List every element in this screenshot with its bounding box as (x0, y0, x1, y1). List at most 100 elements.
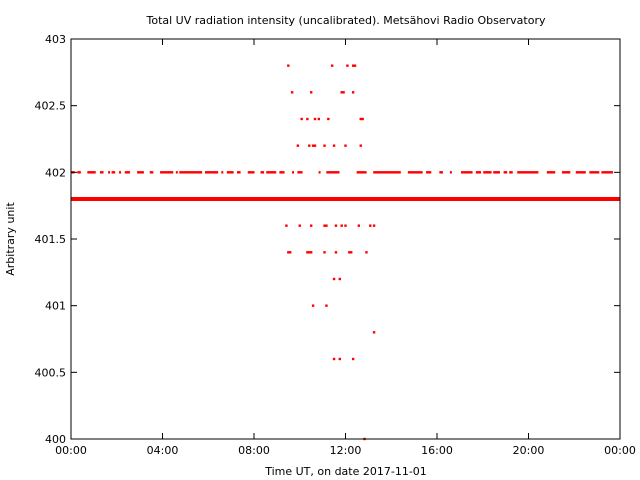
data-point (568, 171, 571, 174)
data-point (340, 224, 343, 227)
data-point (247, 171, 250, 174)
data-point (521, 171, 524, 174)
data-point (517, 171, 520, 174)
data-point (529, 171, 532, 174)
data-point (196, 171, 199, 174)
data-point (376, 171, 379, 174)
data-point (384, 171, 387, 174)
x-axis-label: Time UT, on date 2017-11-01 (264, 465, 427, 478)
data-point (208, 171, 211, 174)
data-point (534, 171, 537, 174)
data-point (397, 171, 400, 174)
data-point (332, 357, 336, 361)
data-point (460, 171, 463, 174)
data-point (338, 277, 341, 281)
data-point (279, 171, 282, 174)
data-point (334, 171, 337, 174)
data-point (594, 171, 597, 174)
data-point (111, 171, 114, 174)
data-point (465, 171, 468, 174)
data-point (338, 357, 341, 361)
data-point (87, 171, 90, 174)
data-point (361, 117, 364, 121)
data-point (88, 171, 91, 174)
data-point (317, 117, 321, 121)
data-point (266, 171, 269, 174)
data-point (309, 224, 313, 227)
data-point (351, 91, 355, 94)
data-point (332, 277, 336, 281)
data-point (327, 117, 330, 121)
data-point (326, 171, 329, 174)
data-point (392, 171, 395, 174)
data-point (209, 171, 212, 174)
data-point (99, 171, 102, 174)
data-point (78, 171, 81, 174)
data-point (348, 251, 351, 254)
data-point (409, 171, 412, 174)
data-point (212, 171, 215, 174)
data-point (358, 171, 361, 174)
data-point (346, 64, 349, 67)
data-point (509, 171, 512, 174)
data-point (510, 171, 513, 174)
data-point (580, 171, 583, 174)
data-point (597, 171, 600, 174)
y-tick-label: 402.5 (35, 100, 67, 113)
data-point (160, 171, 163, 174)
data-point (332, 171, 335, 174)
data-point (164, 171, 167, 174)
data-point (262, 171, 265, 174)
data-point (561, 171, 564, 174)
data-point (439, 171, 442, 174)
data-point (188, 171, 191, 174)
data-point (486, 171, 489, 174)
data-point (577, 171, 580, 174)
data-point (417, 171, 420, 174)
data-point (351, 64, 355, 67)
data-point (282, 171, 285, 174)
data-point (93, 171, 96, 174)
data-point (280, 171, 283, 174)
data-point (526, 171, 529, 174)
data-point (127, 171, 130, 174)
data-point (267, 171, 270, 174)
data-point (90, 171, 93, 174)
data-point (414, 171, 417, 174)
data-point (92, 171, 95, 174)
chart-title: Total UV radiation intensity (uncalibrat… (146, 14, 546, 27)
data-point (192, 171, 195, 174)
data-point (119, 171, 122, 174)
data-point (325, 224, 328, 227)
data-point (364, 171, 367, 174)
x-tick-label: 16:00 (421, 444, 453, 457)
data-point (566, 171, 569, 174)
data-point (206, 171, 209, 174)
data-point (272, 171, 275, 174)
data-point (523, 171, 526, 174)
data-point (484, 171, 487, 174)
data-point (298, 171, 301, 174)
data-point (200, 171, 203, 174)
data-point (113, 171, 116, 174)
data-point (369, 224, 372, 227)
data-point (179, 171, 182, 174)
data-point (378, 171, 381, 174)
data-point (231, 171, 234, 174)
y-tick-label: 403 (45, 33, 66, 46)
data-point (395, 171, 398, 174)
data-point (325, 304, 328, 307)
data-point (601, 171, 604, 174)
data-point (357, 224, 361, 227)
data-point (470, 171, 473, 174)
data-point (318, 171, 321, 174)
x-tick-label: 04:00 (147, 444, 179, 457)
data-point (250, 171, 253, 174)
data-point (344, 224, 347, 227)
data-point (204, 171, 207, 174)
data-point (553, 171, 556, 174)
data-point (252, 171, 255, 174)
data-point (168, 171, 171, 174)
data-point (477, 171, 480, 174)
data-point (166, 171, 169, 174)
